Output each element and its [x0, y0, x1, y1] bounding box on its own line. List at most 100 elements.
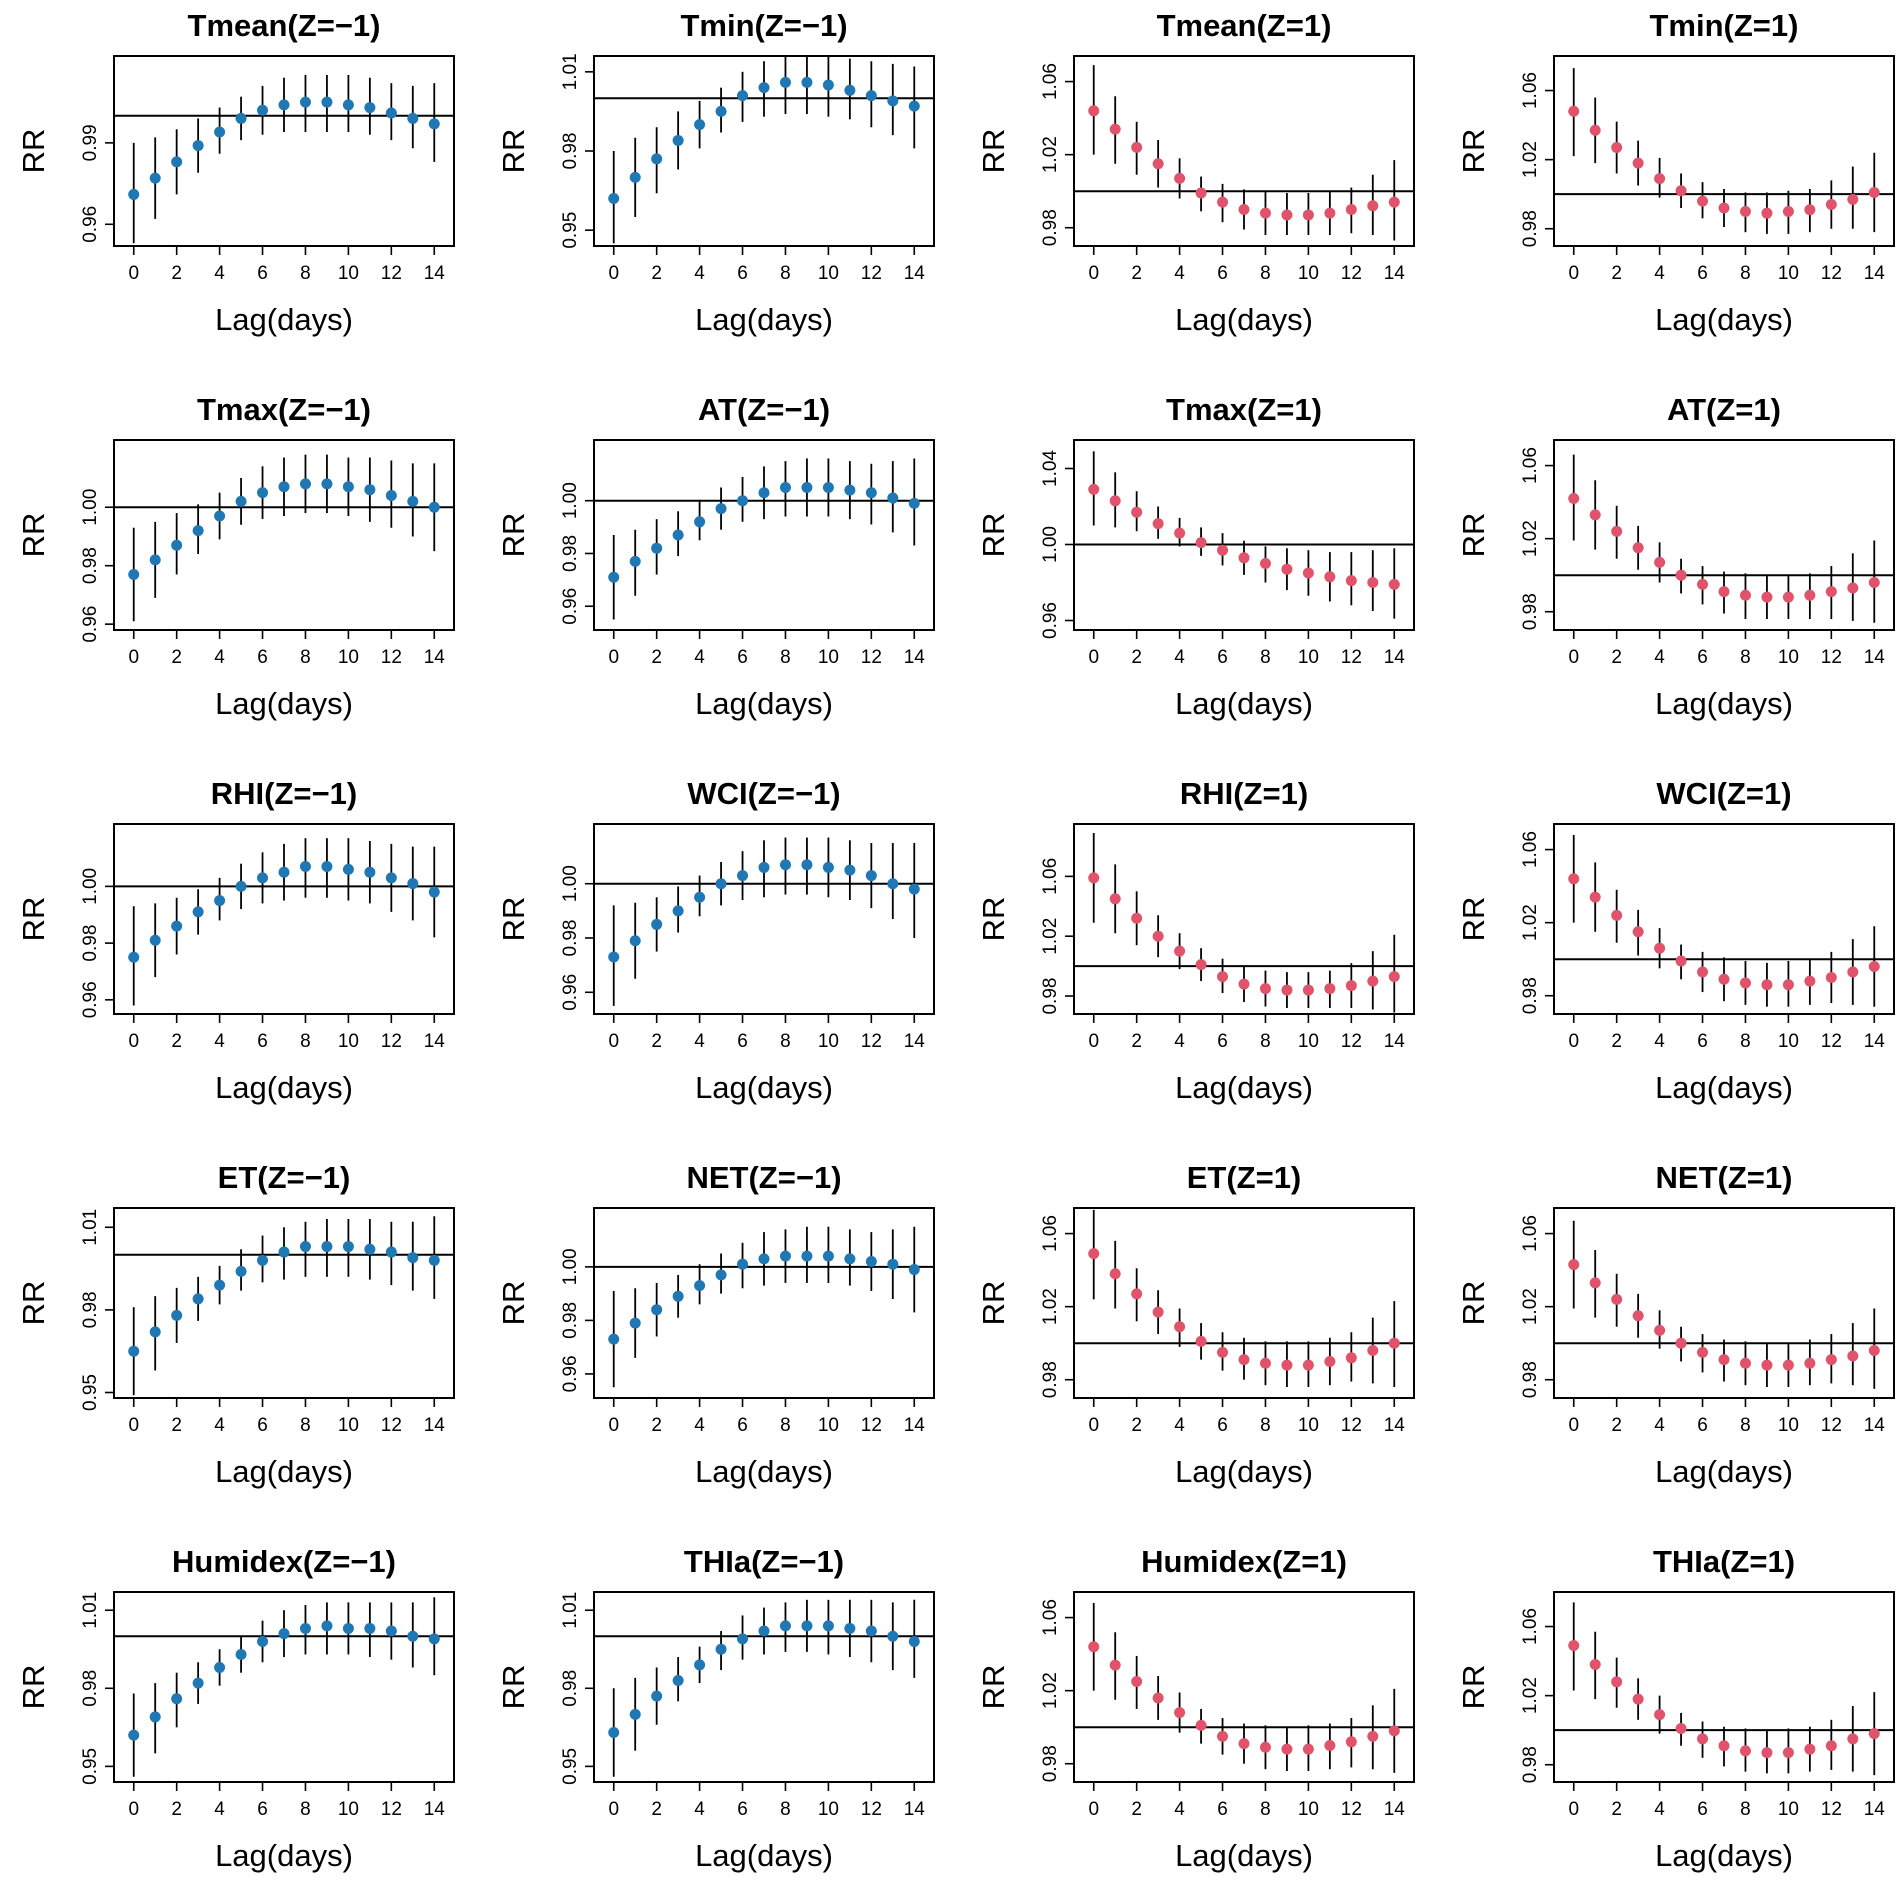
x-tick-label: 12	[1341, 647, 1362, 668]
x-tick-label: 14	[1384, 1415, 1406, 1436]
x-tick-label: 12	[1821, 1415, 1842, 1436]
rr-point	[149, 554, 161, 566]
panel-title: NET(Z=1)	[1656, 1160, 1793, 1195]
rr-point	[1131, 1288, 1143, 1300]
y-tick-label: 1.06	[1040, 858, 1061, 895]
x-tick-label: 8	[300, 1031, 311, 1052]
x-tick-label: 6	[1217, 647, 1228, 668]
x-tick-label: 6	[257, 1031, 268, 1052]
x-tick-label: 4	[1654, 647, 1665, 668]
x-tick-label: 2	[651, 1799, 662, 1820]
x-tick-label: 0	[128, 1031, 139, 1052]
y-axis-label: RR	[1456, 129, 1491, 174]
x-tick-label: 0	[1568, 1799, 1579, 1820]
x-tick-label: 10	[1298, 647, 1319, 668]
x-tick-label: 2	[1131, 1415, 1142, 1436]
panel-12: WCI(Z=1) RR 0.98 1.02 1.06 0 2 4 6 8 10 12 14 Lag(day…	[1456, 776, 1895, 1105]
x-axis-label: Lag(days)	[1175, 1070, 1313, 1105]
rr-point	[1217, 971, 1229, 983]
rr-point	[1195, 1335, 1207, 1347]
rr-point	[1568, 1259, 1580, 1271]
plot-frame	[113, 1591, 455, 1783]
rr-point	[1761, 1747, 1773, 1759]
rr-point	[1302, 984, 1314, 996]
y-axis-label: RR	[976, 1665, 1011, 1710]
x-axis-label: Lag(days)	[1655, 1838, 1793, 1873]
rr-point	[1238, 552, 1250, 564]
y-tick-label: 1.00	[80, 868, 101, 905]
rr-point	[801, 859, 813, 871]
x-tick-label: 14	[1864, 263, 1886, 284]
y-tick-label: 0.96	[1040, 602, 1061, 639]
rr-point	[1195, 537, 1207, 549]
rr-point	[1217, 544, 1229, 556]
y-axis-label: RR	[976, 1281, 1011, 1326]
x-tick-label: 8	[300, 1799, 311, 1820]
rr-point	[1847, 1350, 1859, 1362]
x-tick-label: 0	[1568, 647, 1579, 668]
x-tick-label: 10	[818, 647, 839, 668]
x-tick-label: 2	[171, 647, 182, 668]
rr-point	[1825, 199, 1837, 211]
rr-point	[407, 878, 419, 890]
rr-point	[1697, 966, 1709, 978]
y-axis-label: RR	[1456, 1665, 1491, 1710]
rr-point	[128, 1345, 140, 1357]
rr-point	[1388, 1725, 1400, 1737]
x-tick-label: 2	[651, 1415, 662, 1436]
y-tick-label: 0.98	[1040, 209, 1061, 246]
rr-point	[364, 1622, 376, 1634]
rr-point	[321, 96, 333, 108]
x-tick-label: 12	[381, 263, 402, 284]
rr-point	[694, 119, 706, 131]
rr-point	[128, 1729, 140, 1741]
x-tick-label: 10	[1298, 1415, 1319, 1436]
y-tick-label: 1.00	[80, 489, 101, 526]
rr-point	[1131, 1676, 1143, 1688]
rr-point	[1804, 1357, 1816, 1369]
y-tick-label: 0.98	[1040, 1361, 1061, 1398]
rr-point	[758, 1625, 770, 1637]
rr-point	[737, 870, 749, 882]
y-tick-label: 1.02	[1040, 918, 1061, 955]
x-tick-label: 2	[651, 647, 662, 668]
x-tick-label: 2	[651, 263, 662, 284]
rr-point	[1109, 1268, 1121, 1280]
rr-point	[1345, 575, 1357, 587]
rr-point	[1238, 1354, 1250, 1366]
x-tick-label: 2	[171, 263, 182, 284]
rr-point	[715, 503, 727, 515]
rr-point	[1804, 204, 1816, 216]
x-tick-label: 8	[1740, 647, 1751, 668]
rr-point	[1825, 1354, 1837, 1366]
panel-3: Tmean(Z=1) RR 0.98 1.02 1.06 0 2 4 6 8 10 12 14 Lag(d…	[976, 8, 1415, 337]
y-tick-label: 0.98	[560, 1670, 581, 1707]
rr-point	[1825, 1740, 1837, 1752]
rr-point	[1632, 1693, 1644, 1705]
rr-point	[1568, 873, 1580, 885]
rr-point	[171, 920, 183, 932]
rr-point	[1088, 872, 1100, 884]
rr-point	[1739, 1357, 1751, 1369]
rr-point	[1367, 200, 1379, 212]
rr-point	[1109, 893, 1121, 905]
rr-point	[1152, 518, 1164, 530]
y-tick-label: 1.06	[1520, 72, 1541, 109]
rr-point	[342, 481, 354, 493]
rr-point	[128, 188, 140, 200]
y-axis-label: RR	[496, 1281, 531, 1326]
rr-point	[779, 859, 791, 871]
rr-point	[1868, 1728, 1880, 1740]
rr-point	[1675, 955, 1687, 967]
rr-point	[1152, 930, 1164, 942]
plot-frame	[1073, 1207, 1415, 1399]
x-tick-label: 0	[608, 263, 619, 284]
rr-point	[321, 478, 333, 490]
rr-point	[1868, 186, 1880, 198]
panel-title: AT(Z=1)	[1667, 392, 1781, 427]
rr-point	[257, 872, 269, 884]
rr-point	[235, 880, 247, 892]
rr-point	[1589, 509, 1601, 521]
rr-point	[1152, 158, 1164, 170]
rr-point	[1611, 1293, 1623, 1305]
